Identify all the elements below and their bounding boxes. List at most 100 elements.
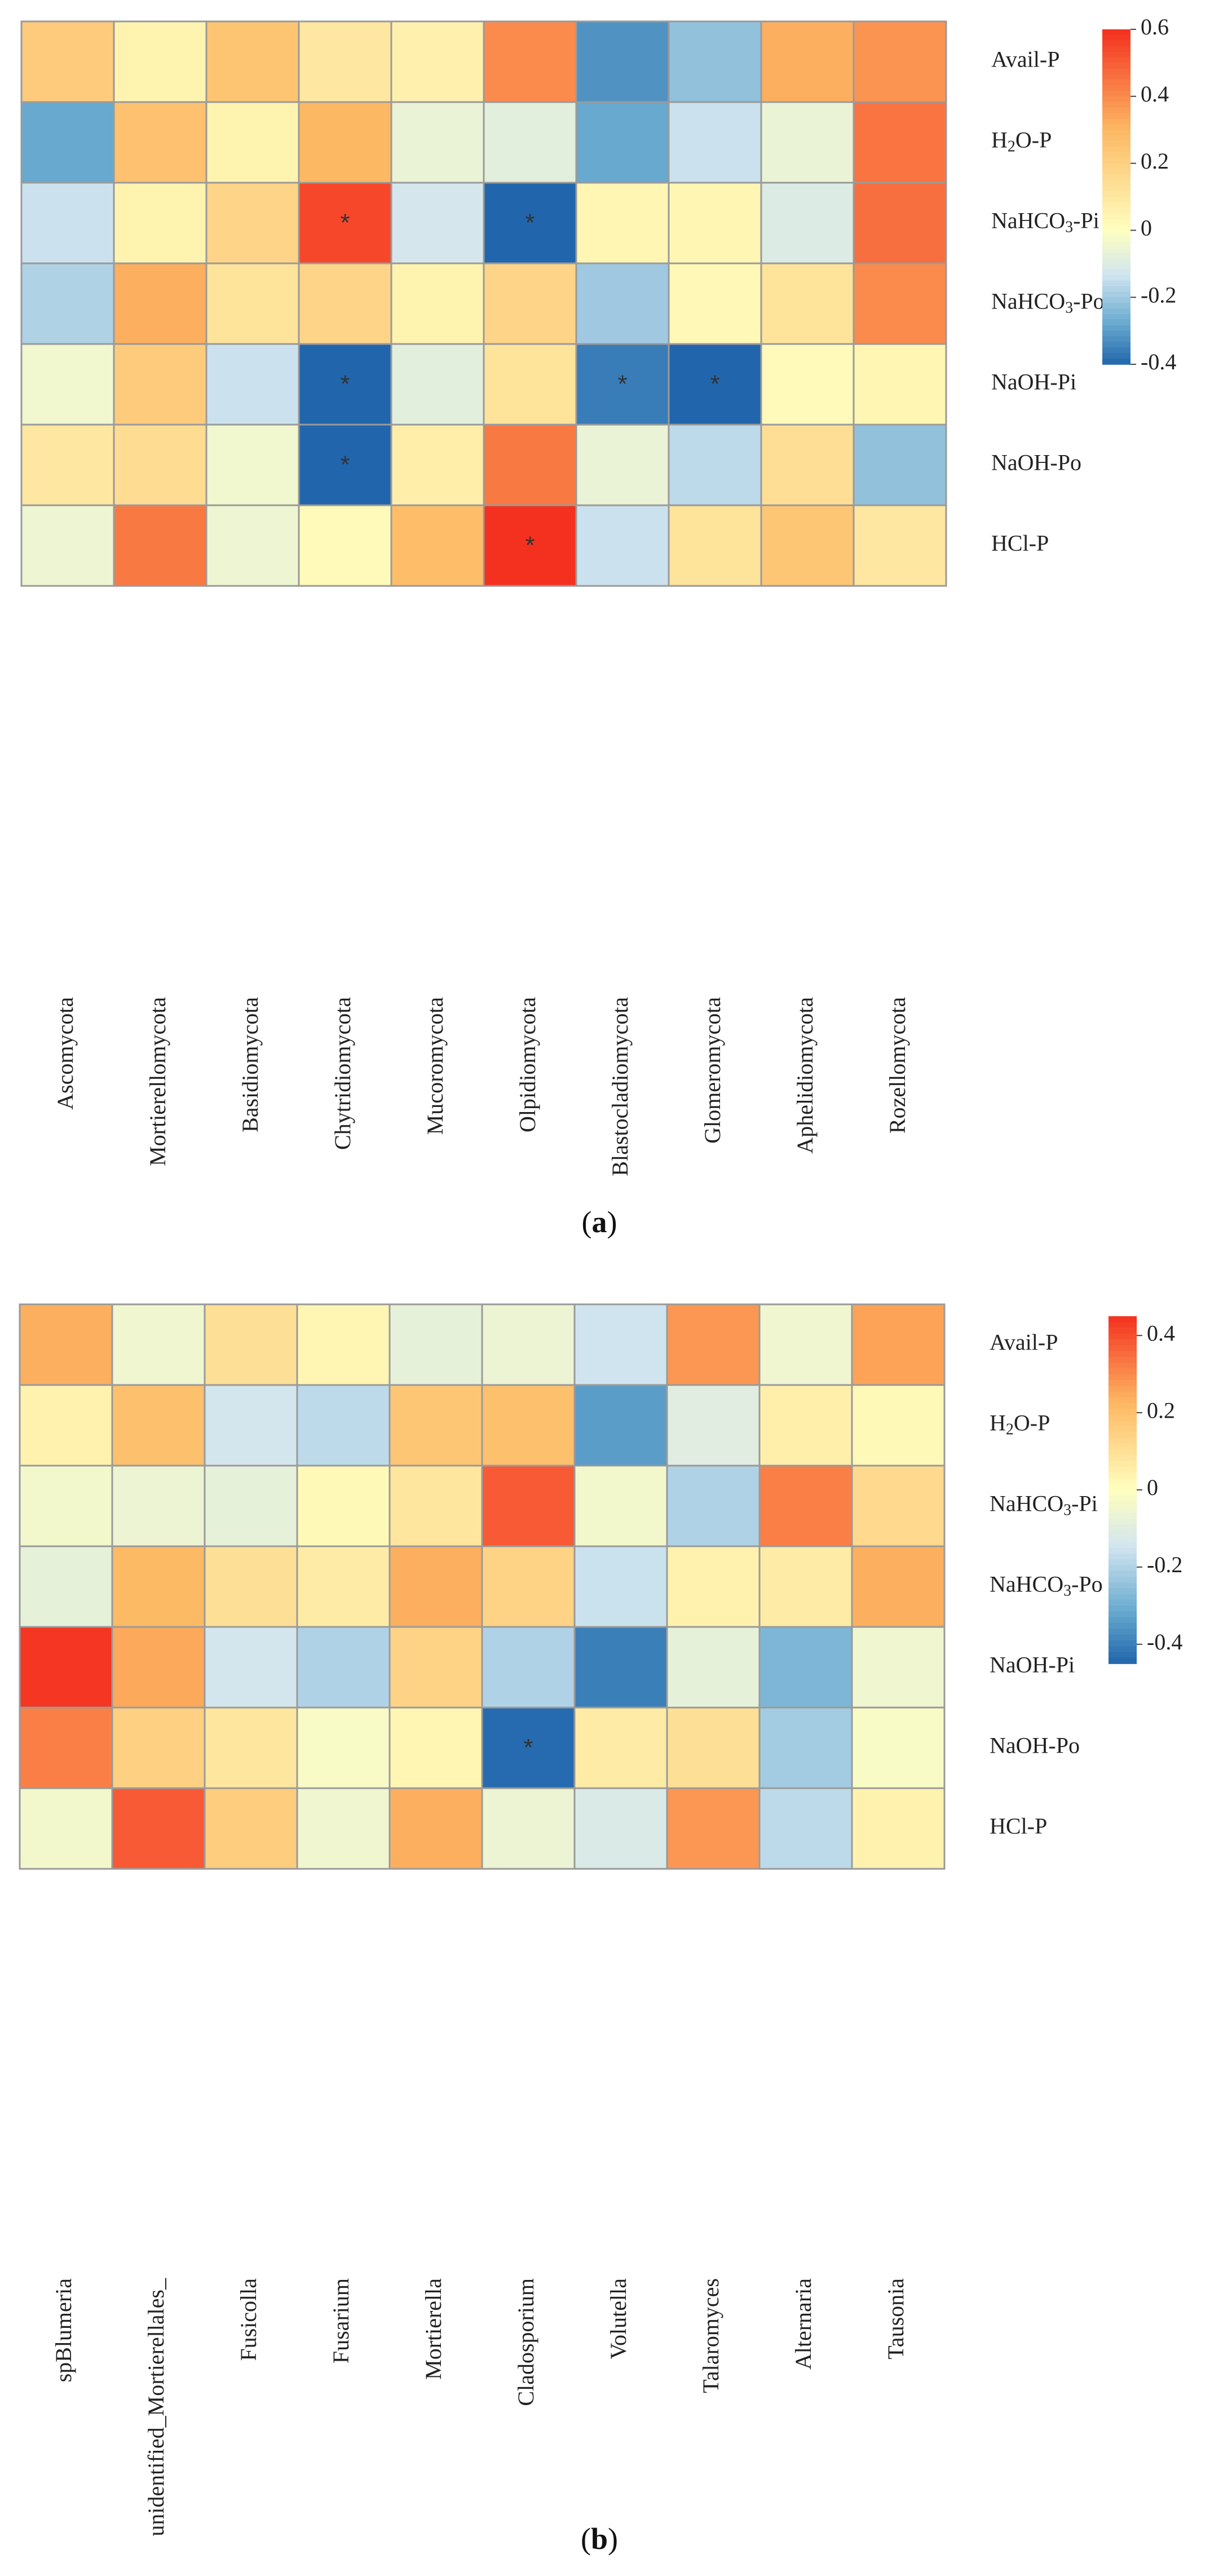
legend-gradient-segment [1102, 68, 1130, 74]
row-label: HCl-P [991, 531, 1049, 556]
significance-star: * [710, 370, 719, 398]
legend-gradient-segment [1109, 1356, 1137, 1363]
heatmap-cell [851, 1626, 946, 1709]
heatmap-cell [760, 424, 855, 506]
column-label: Aphelidiomycota [792, 997, 818, 1154]
heatmap-cell [573, 1787, 668, 1870]
heatmap-cell [388, 1545, 483, 1628]
legend-gradient-segment [1109, 1379, 1137, 1386]
heatmap-cell [298, 101, 392, 184]
heatmap-cell [483, 101, 577, 184]
heatmap-cell [575, 101, 670, 184]
heatmap-cell [483, 343, 577, 426]
legend-tick-label: -0.4 [1147, 1629, 1182, 1655]
heatmap-cell [113, 182, 207, 264]
row-label-part: 3 [1065, 219, 1073, 236]
heatmap-cell [481, 1787, 576, 1870]
heatmap-cell [853, 343, 947, 426]
heatmap-cell [204, 1626, 298, 1709]
heatmap-cell [853, 101, 947, 184]
legend-gradient-segment [1109, 1652, 1137, 1658]
legend-gradient-segment [1102, 253, 1130, 259]
heatmap-cell [113, 504, 207, 587]
heatmap-cell [298, 262, 392, 345]
heatmap-cell [666, 1303, 761, 1386]
column-label: spBlumeria [51, 2278, 76, 2383]
legend-gradient-segment [1109, 1478, 1137, 1485]
legend-gradient-segment [1102, 157, 1130, 164]
heatmap-cell [851, 1465, 946, 1547]
legend-tick-label: 0.2 [1147, 1397, 1175, 1423]
heatmap-cell [204, 1465, 298, 1547]
heatmap-cell [205, 262, 300, 345]
column-label: Cladosporium [513, 2278, 538, 2406]
heatmap-cell [758, 1465, 853, 1547]
column-label: Olpidiomycota [515, 997, 540, 1132]
legend-gradient-segment [1102, 102, 1130, 108]
heatmap-cell [390, 504, 485, 587]
legend-gradient-segment [1109, 1432, 1137, 1439]
heatmap-cell [758, 1706, 853, 1789]
significance-star: * [525, 532, 535, 559]
legend-gradient-segment [1109, 1657, 1137, 1664]
row-label-part: NaHCO [990, 1572, 1063, 1597]
legend-gradient-segment [1102, 169, 1130, 175]
legend-tick-label: 0.2 [1141, 148, 1169, 174]
legend-gradient-segment [1102, 325, 1130, 332]
heatmap-cell [573, 1384, 668, 1467]
column-label: Rozellomycota [885, 997, 910, 1133]
legend-gradient-segment [1102, 202, 1130, 209]
heatmap-cell [205, 20, 300, 103]
legend-gradient-segment [1102, 130, 1130, 136]
panel-label: (b) [581, 2522, 618, 2556]
legend-tick-label: 0 [1141, 215, 1152, 241]
heatmap-cell [388, 1787, 483, 1870]
legend-gradient-segment [1102, 330, 1130, 337]
heatmap-cell [388, 1706, 483, 1789]
legend-gradient-segment [1109, 1397, 1137, 1404]
heatmap-cell [481, 1626, 576, 1709]
heatmap-cell [298, 343, 392, 426]
legend-gradient-segment [1109, 1327, 1137, 1334]
heatmap-cell [668, 424, 762, 506]
heatmap-cell [19, 1787, 113, 1870]
heatmap-cell [760, 343, 855, 426]
heatmap-cell [483, 262, 577, 345]
legend-gradient-segment [1109, 1571, 1137, 1577]
row-label: NaOH-Po [990, 1733, 1080, 1758]
legend-gradient-segment [1102, 308, 1130, 315]
legend-gradient-segment [1109, 1420, 1137, 1427]
column-label: Tausonia [883, 2278, 908, 2359]
legend-gradient-segment [1102, 297, 1130, 303]
row-label-part: 3 [1065, 299, 1073, 317]
legend-gradient-segment [1102, 258, 1130, 264]
heatmap-cell [758, 1384, 853, 1467]
legend-tick-label: 0 [1147, 1475, 1158, 1500]
heatmap-cell [851, 1706, 946, 1789]
row-label-part: NaOH-Po [990, 1733, 1080, 1758]
heatmap-cell [19, 1626, 113, 1709]
legend-gradient-segment [1102, 230, 1130, 237]
row-label-part: HCl-P [990, 1814, 1047, 1839]
legend-gradient-segment [1102, 342, 1130, 349]
heatmap-cell [851, 1303, 946, 1386]
legend-gradient-segment [1102, 197, 1130, 203]
heatmap-cell [204, 1303, 298, 1386]
legend-gradient-segment [1102, 359, 1130, 365]
heatmap-cell [575, 20, 670, 103]
legend-gradient-segment [1109, 1339, 1137, 1346]
legend-gradient-segment [1102, 213, 1130, 220]
legend-tick-label: 0.4 [1141, 81, 1169, 107]
heatmap-cell [298, 504, 392, 587]
heatmap-cell [573, 1706, 668, 1789]
heatmap-cell [296, 1465, 391, 1547]
legend-gradient-segment [1109, 1530, 1137, 1537]
legend-gradient-segment [1102, 319, 1130, 326]
significance-star: * [617, 370, 627, 398]
panel-label-part: ( [581, 2522, 591, 2556]
legend-gradient-segment [1102, 191, 1130, 197]
heatmap-cell [111, 1787, 206, 1870]
legend-gradient-segment [1102, 247, 1130, 253]
legend-gradient-segment [1109, 1496, 1137, 1502]
heatmap-cell [205, 101, 300, 184]
